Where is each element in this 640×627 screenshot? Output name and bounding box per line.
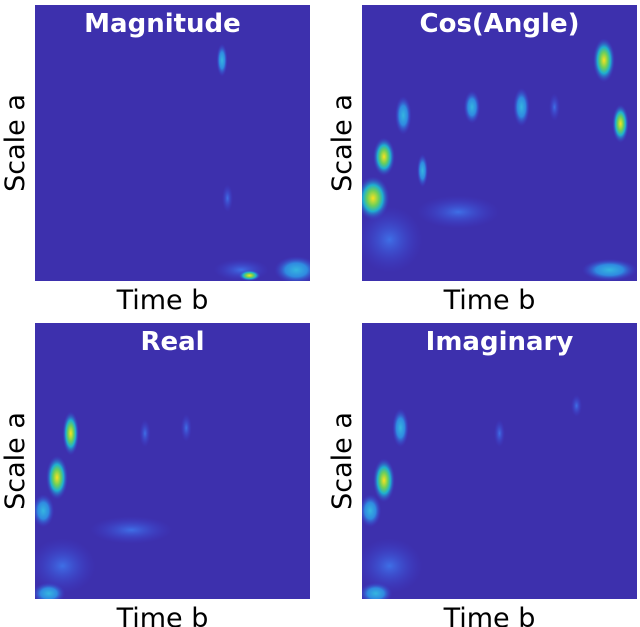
heatmap-blob	[549, 93, 560, 121]
heatmap	[213, 43, 310, 281]
panel: Magnitude Time b Scale a	[0, 5, 310, 316]
heatmap-blob	[593, 38, 615, 83]
heatmap-blob	[362, 582, 393, 599]
heatmap-blob	[35, 538, 96, 594]
heatmap-background	[35, 5, 310, 281]
panel-title: Real	[140, 327, 204, 357]
heatmap-blob	[463, 90, 481, 124]
y-axis-label: Scale a	[327, 94, 358, 192]
panel-title: Magnitude	[84, 9, 241, 39]
heatmap-blob	[180, 414, 192, 442]
panel-title: Imaginary	[426, 327, 574, 357]
heatmap-blob	[373, 137, 395, 177]
heatmap-blob	[395, 96, 412, 135]
heatmap-blob	[494, 419, 505, 448]
heatmap-blob	[582, 258, 637, 281]
heatmap	[35, 411, 192, 599]
heatmap-blob	[362, 494, 382, 528]
heatmap-blob	[216, 43, 228, 77]
heatmap-blob	[362, 206, 423, 273]
heatmap-blob	[90, 516, 173, 544]
heatmap	[362, 38, 637, 281]
heatmap-blob	[417, 195, 500, 229]
heatmap-blob	[35, 494, 55, 528]
heatmap-blob	[238, 269, 261, 281]
heatmap-blob	[612, 104, 629, 143]
heatmap-blob	[139, 419, 151, 448]
heatmap-blob	[35, 582, 66, 599]
heatmap-blob	[46, 455, 68, 500]
heatmap-blob	[513, 87, 530, 127]
x-axis-label: Time b	[116, 603, 209, 627]
panel-title: Cos(Angle)	[420, 9, 580, 39]
panel: Cos(Angle) Time b Scale a	[327, 5, 637, 316]
heatmap-blob	[392, 408, 409, 448]
y-axis-label: Scale a	[327, 412, 358, 510]
heatmap-blob	[274, 256, 310, 281]
x-axis-label: Time b	[116, 285, 209, 316]
heatmap-blob	[222, 184, 233, 212]
x-axis-label: Time b	[443, 603, 536, 627]
heatmap	[362, 394, 582, 599]
y-axis-label: Scale a	[0, 94, 31, 192]
heatmap-blob	[417, 154, 428, 188]
heatmap-blob	[373, 458, 395, 503]
y-axis-label: Scale a	[0, 412, 31, 510]
panel: Imaginary Time b Scale a	[327, 323, 637, 627]
heatmap-blob	[362, 538, 423, 594]
x-axis-label: Time b	[443, 285, 536, 316]
heatmap-blob	[62, 411, 79, 456]
heatmap-blob	[571, 394, 582, 417]
panel: Real Time b Scale a	[0, 323, 310, 627]
